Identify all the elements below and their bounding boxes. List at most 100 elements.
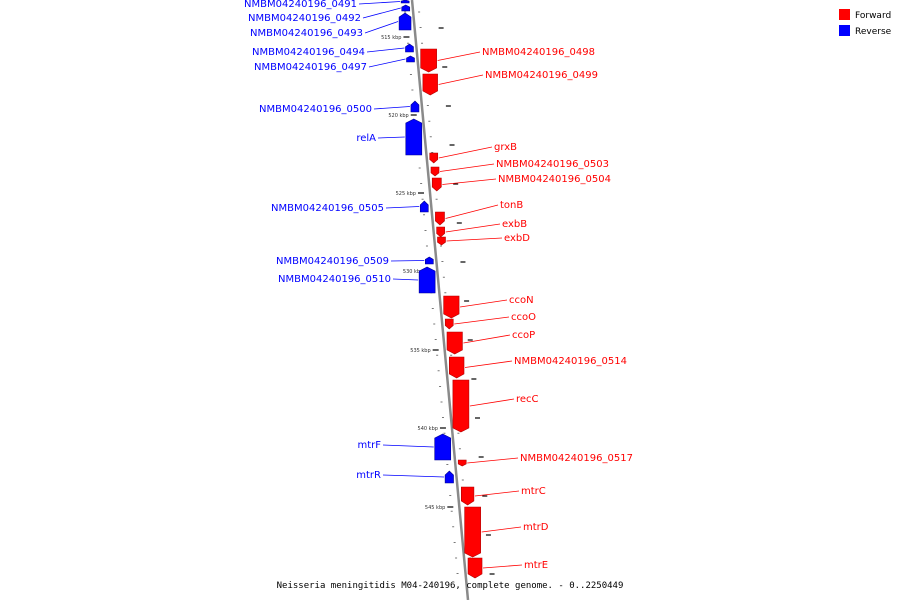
gene-label-NMBM04240196_0492: NMBM04240196_0492 <box>248 13 361 24</box>
gene-arrow-NMBM04240196_0514 <box>448 356 465 379</box>
gene-connector-NMBM04240196_0499 <box>438 74 484 85</box>
gene-arrow-ccoO <box>444 318 454 330</box>
gene-label-mtrE: mtrE <box>524 560 548 571</box>
scale-label: 530 kbp <box>403 269 423 275</box>
gene-features <box>398 0 483 579</box>
gene-connector-recC <box>469 398 515 407</box>
gene-label-NMBM04240196_0509: NMBM04240196_0509 <box>276 256 389 267</box>
gene-label-exbB: exbB <box>502 219 527 230</box>
gene-arrow-NMBM04240196_0510 <box>418 266 436 294</box>
gene-arrow-NMBM04240196_0493 <box>398 12 412 31</box>
gene-label-NMBM04240196_0498: NMBM04240196_0498 <box>482 47 595 58</box>
gene-connector-ccoO <box>454 316 510 325</box>
gene-connector-ccoN <box>459 299 508 308</box>
scale-label: 515 kbp <box>381 35 401 41</box>
gene-label-ccoP: ccoP <box>512 330 535 341</box>
gene-label-NMBM04240196_0510: NMBM04240196_0510 <box>278 274 391 285</box>
gene-arrow-NMBM04240196_0500 <box>410 100 420 113</box>
gene-arrow-mtrE <box>467 557 483 579</box>
gene-connector-relA <box>377 136 405 139</box>
gene-connector-NMBM04240196_0498 <box>437 51 481 61</box>
gene-label-NMBM04240196_0491: NMBM04240196_0491 <box>244 0 357 10</box>
gene-label-NMBM04240196_0517: NMBM04240196_0517 <box>520 453 633 464</box>
gene-connector-NMBM04240196_0509 <box>390 260 425 262</box>
gene-label-relA: relA <box>356 133 376 144</box>
gene-connector-mtrE <box>482 564 523 569</box>
gene-labels: NMBM04240196_0491 NMBM04240196_0492 NMBM04… <box>244 0 633 571</box>
scale-label: 520 kbp <box>388 113 408 119</box>
gene-label-tonB: tonB <box>500 200 523 211</box>
scale-ticks: 515 kbp 520 kbp 525 kbp 530 kbp 535 kbp 540 k… <box>381 11 495 575</box>
gene-arrow-mtrC <box>460 486 475 506</box>
gene-connector-NMBM04240196_0517 <box>467 457 519 464</box>
gene-connector-NMBM04240196_0493 <box>364 21 399 34</box>
gene-connector-ccoP <box>463 334 511 344</box>
gene-arrow-mtrD <box>464 506 481 558</box>
gene-label-mtrR: mtrR <box>356 470 381 481</box>
gene-connector-NMBM04240196_0497 <box>368 58 406 68</box>
gene-arrow-ccoP <box>446 331 463 355</box>
gene-label-NMBM04240196_0499: NMBM04240196_0499 <box>485 70 598 81</box>
gene-label-NMBM04240196_0514: NMBM04240196_0514 <box>514 356 627 367</box>
legend: Forward Reverse <box>839 9 892 37</box>
legend-forward-label: Forward <box>855 11 891 21</box>
gene-arrow-NMBM04240196_0517 <box>457 459 467 467</box>
gene-connector-NMBM04240196_0494 <box>366 47 405 53</box>
gene-connector-NMBM04240196_0505 <box>385 206 420 209</box>
gene-connector-grxB <box>438 146 493 159</box>
scale-label: 535 kbp <box>410 348 430 354</box>
gene-label-mtrC: mtrC <box>521 486 546 497</box>
gene-label-NMBM04240196_0503: NMBM04240196_0503 <box>496 159 609 170</box>
gene-connector-NMBM04240196_0510 <box>392 278 419 281</box>
gene-label-ccoO: ccoO <box>511 312 536 323</box>
gene-arrow-NMBM04240196_0509 <box>425 256 434 265</box>
gene-label-grxB: grxB <box>494 142 517 153</box>
gene-arrow-NMBM04240196_0497 <box>406 55 415 63</box>
gene-label-ccoN: ccoN <box>509 295 534 306</box>
gene-arrow-tonB <box>435 211 445 226</box>
legend-reverse-label: Reverse <box>855 27 892 37</box>
gene-arrow-relA <box>405 118 423 156</box>
gene-arrow-NMBM04240196_0494 <box>405 43 414 53</box>
gene-label-mtrF: mtrF <box>357 440 381 451</box>
gene-connector-mtrF <box>382 444 434 448</box>
legend-forward-swatch <box>839 9 850 20</box>
gene-connector-NMBM04240196_0492 <box>362 7 401 19</box>
gene-label-NMBM04240196_0500: NMBM04240196_0500 <box>259 104 372 115</box>
gene-arrow-NMBM04240196_0499 <box>422 73 438 96</box>
gene-connector-NMBM04240196_0503 <box>439 163 495 172</box>
gene-connector-mtrR <box>382 474 445 478</box>
gene-arrow-exbB <box>436 226 445 238</box>
gene-arrow-mtrR <box>444 470 454 484</box>
scale-label: 525 kbp <box>396 191 416 197</box>
gene-arrow-recC <box>452 379 470 433</box>
gene-connector-mtrC <box>474 490 520 497</box>
gene-label-recC: recC <box>516 394 539 405</box>
gene-label-exbD: exbD <box>504 233 530 244</box>
gene-label-mtrD: mtrD <box>523 522 549 533</box>
gene-connector-exbB <box>445 223 501 233</box>
gene-connector-NMBM04240196_0504 <box>442 178 497 185</box>
gene-connector-mtrD <box>481 526 522 533</box>
gene-label-NMBM04240196_0505: NMBM04240196_0505 <box>271 203 384 214</box>
gene-arrow-NMBM04240196_0504 <box>431 177 442 192</box>
gene-arrow-mtrF <box>434 433 452 461</box>
gene-arrow-NMBM04240196_0503 <box>430 166 440 177</box>
gene-arrow-NMBM04240196_0491 <box>400 0 410 4</box>
gene-connector-exbD <box>446 237 503 242</box>
gene-arrow-NMBM04240196_0498 <box>420 48 437 73</box>
genome-backbone <box>410 0 470 600</box>
gene-arrow-grxB <box>429 152 439 164</box>
gene-connector-NMBM04240196_0491 <box>358 1 401 5</box>
legend-reverse-swatch <box>839 25 850 36</box>
gene-label-NMBM04240196_0494: NMBM04240196_0494 <box>252 47 365 58</box>
gene-arrow-ccoN <box>443 295 460 319</box>
scale-label: 540 kbp <box>418 426 438 432</box>
genome-caption: Neisseria meningitidis M04-240196, compl… <box>277 581 624 591</box>
gene-connector-NMBM04240196_0500 <box>373 106 410 110</box>
gene-arrow-exbD <box>437 236 446 246</box>
scale-label: 545 kbp <box>425 505 445 511</box>
gene-label-NMBM04240196_0504: NMBM04240196_0504 <box>498 174 611 185</box>
gene-connector-tonB <box>445 204 499 219</box>
